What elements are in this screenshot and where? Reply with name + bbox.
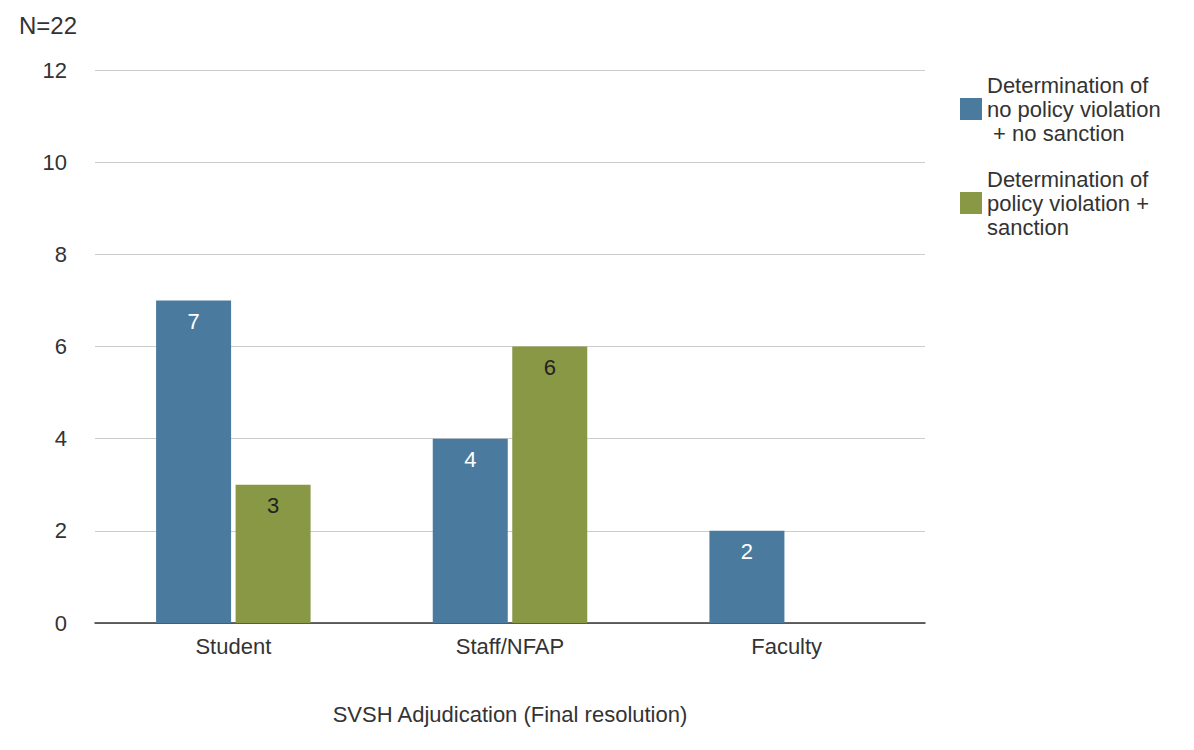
svg-text:4: 4 bbox=[55, 426, 67, 451]
svg-text:N=22: N=22 bbox=[19, 12, 77, 39]
svg-text:sanction: sanction bbox=[987, 215, 1069, 240]
svg-text:+ no sanction: + no sanction bbox=[987, 121, 1125, 146]
svg-text:7: 7 bbox=[187, 309, 199, 334]
svg-text:4: 4 bbox=[464, 447, 476, 472]
svg-text:policy violation +: policy violation + bbox=[987, 191, 1155, 216]
svg-text:SVSH Adjudication (Final resol: SVSH Adjudication (Final resolution) bbox=[333, 702, 688, 727]
svg-text:3: 3 bbox=[267, 493, 279, 518]
svg-text:6: 6 bbox=[544, 355, 556, 380]
svg-text:Student: Student bbox=[195, 634, 271, 659]
svg-text:2: 2 bbox=[741, 539, 753, 564]
svg-text:0: 0 bbox=[55, 611, 67, 636]
svg-text:Faculty: Faculty bbox=[751, 634, 822, 659]
svg-text:Determination of: Determination of bbox=[987, 167, 1155, 192]
svg-text:Determination of: Determination of bbox=[987, 73, 1155, 98]
svg-text:no policy violation: no policy violation bbox=[987, 97, 1161, 122]
svg-text:6: 6 bbox=[55, 334, 67, 359]
svg-text:8: 8 bbox=[55, 242, 67, 267]
svg-text:2: 2 bbox=[55, 518, 67, 543]
svg-text:10: 10 bbox=[43, 150, 67, 175]
svg-text:Staff/NFAP: Staff/NFAP bbox=[456, 634, 564, 659]
svg-text:12: 12 bbox=[43, 58, 67, 83]
